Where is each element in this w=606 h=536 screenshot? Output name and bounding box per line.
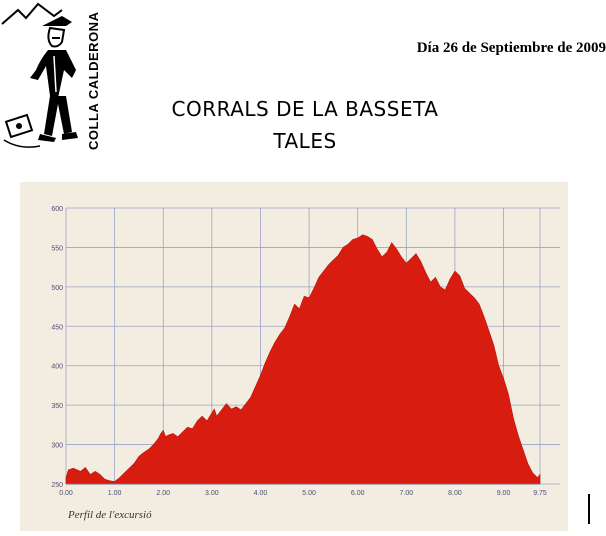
x-tick-label: 9.00 xyxy=(497,490,511,497)
page-edge-mark xyxy=(588,494,590,524)
elevation-area xyxy=(65,234,541,485)
elevation-profile-chart: 250 300 350 400 450 500 550 600 0.00 1.00 2.00 3.00… xyxy=(20,180,586,531)
x-tick-label: 3.00 xyxy=(205,490,219,497)
x-tick-label: 0.00 xyxy=(59,490,73,497)
y-tick-label: 600 xyxy=(51,206,63,213)
y-tick-label: 550 xyxy=(51,245,63,252)
x-tick-label: 8.00 xyxy=(448,490,462,497)
y-tick-label: 350 xyxy=(51,403,63,410)
x-tick-label: 6.00 xyxy=(351,490,365,497)
hiker-figure-icon: COLLA CALDERONA xyxy=(1,2,101,150)
x-tick-label: 5.00 xyxy=(302,490,316,497)
route-title: CORRALS DE LA BASSETA xyxy=(171,97,439,121)
logo-text: COLLA CALDERONA xyxy=(86,11,101,150)
x-tick-label: 9.75 xyxy=(533,490,547,497)
route-subtitle: TALES xyxy=(273,129,337,153)
x-tick-label: 4.00 xyxy=(254,490,268,497)
elevation-profile-svg: 250 300 350 400 450 500 550 600 0.00 1.00 2.00 3.00… xyxy=(20,182,568,531)
y-tick-label: 250 xyxy=(51,482,63,489)
x-tick-label: 2.00 xyxy=(156,490,170,497)
x-tick-label: 1.00 xyxy=(108,490,122,497)
y-tick-label: 500 xyxy=(51,285,63,292)
excursion-date: Día 26 de Septiembre de 2009 xyxy=(416,40,606,56)
colla-calderona-logo: COLLA CALDERONA xyxy=(0,0,108,160)
chart-caption: Perfil de l'excursió xyxy=(67,509,152,521)
y-tick-label: 400 xyxy=(51,364,63,371)
x-tick-label: 7.00 xyxy=(399,490,413,497)
y-tick-label: 300 xyxy=(51,443,63,450)
y-tick-label: 450 xyxy=(51,324,63,331)
